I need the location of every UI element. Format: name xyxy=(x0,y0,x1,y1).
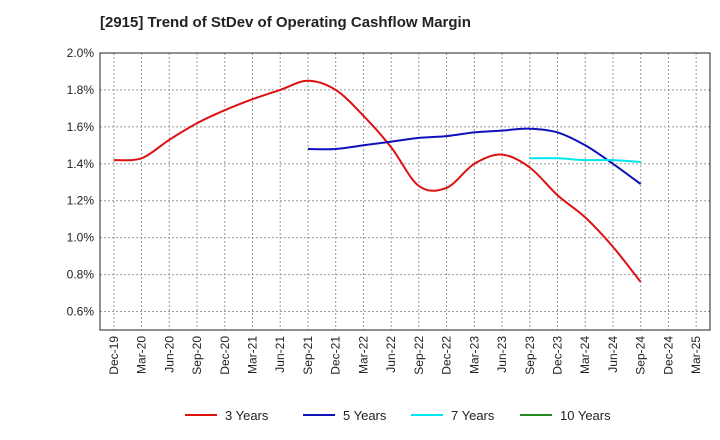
x-tick-label: Dec-21 xyxy=(329,336,343,375)
y-tick-label: 0.8% xyxy=(67,268,95,282)
x-tick-label: Dec-20 xyxy=(218,336,232,375)
legend: 3 Years 5 Years 7 Years 10 Years xyxy=(185,408,611,423)
x-tick-label: Sep-20 xyxy=(190,336,204,375)
series-lines xyxy=(113,79,642,283)
x-tick-label: Jun-23 xyxy=(495,336,509,373)
legend-label: 3 Years xyxy=(225,408,269,423)
y-tick-label: 1.8% xyxy=(67,83,95,97)
x-tick-label: Sep-22 xyxy=(412,336,426,375)
x-tick-label: Mar-20 xyxy=(135,336,149,374)
series-line-5-years xyxy=(307,127,642,185)
chart-title: [2915] Trend of StDev of Operating Cashf… xyxy=(100,14,471,31)
x-tick-label: Mar-24 xyxy=(578,336,592,374)
x-tick-label: Mar-23 xyxy=(467,336,481,374)
x-tick-label: Sep-21 xyxy=(301,336,315,375)
x-tick-label: Sep-24 xyxy=(634,336,648,375)
legend-label: 5 Years xyxy=(343,408,387,423)
x-tick-label: Sep-23 xyxy=(523,336,537,375)
x-tick-label: Dec-24 xyxy=(661,336,675,375)
plot-area-border xyxy=(99,52,711,331)
x-tick-label: Jun-22 xyxy=(384,336,398,373)
y-tick-label: 2.0% xyxy=(67,46,95,60)
x-tick-label: Jun-20 xyxy=(162,336,176,373)
x-tick-label: Mar-25 xyxy=(689,336,703,374)
x-tick-label: Mar-21 xyxy=(246,336,260,374)
x-tick-label: Jun-24 xyxy=(606,336,620,373)
y-tick-label: 1.6% xyxy=(67,120,95,134)
x-tick-label: Dec-22 xyxy=(440,336,454,375)
y-tick-label: 1.0% xyxy=(67,231,95,245)
x-tick-label: Mar-22 xyxy=(356,336,370,374)
x-tick-label: Jun-21 xyxy=(273,336,287,373)
y-tick-label: 1.4% xyxy=(67,157,95,171)
y-tick-label: 1.2% xyxy=(67,194,95,208)
x-tick-label: Dec-19 xyxy=(107,336,121,375)
x-axis-ticks: Dec-19 Mar-20 Jun-20 Sep-20 Dec-20 Mar-21 Jun-… xyxy=(107,336,703,375)
series-line-7-years xyxy=(529,157,641,163)
series-line-3-years xyxy=(113,79,642,283)
legend-label: 7 Years xyxy=(451,408,495,423)
x-tick-label: Dec-23 xyxy=(551,336,565,375)
y-axis-ticks: 2.0% 1.8% 1.6% 1.4% 1.2% 1.0% 0.8% 0.6% xyxy=(67,46,95,319)
y-tick-label: 0.6% xyxy=(67,305,95,319)
legend-label: 10 Years xyxy=(560,408,611,423)
grid-lines xyxy=(100,52,710,330)
